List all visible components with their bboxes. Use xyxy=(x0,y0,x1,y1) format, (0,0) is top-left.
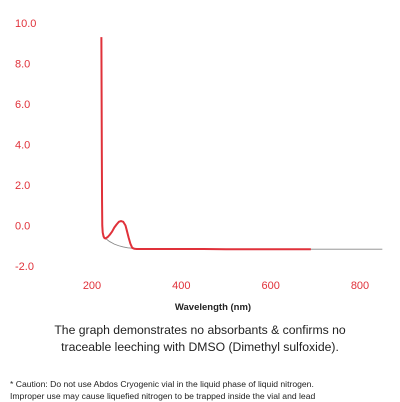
x-tick-label: 600 xyxy=(261,280,279,292)
x-tick-label: 200 xyxy=(83,280,101,292)
x-tick-label: 800 xyxy=(351,280,369,292)
caution-note: * Caution: Do not use Abdos Cryogenic vi… xyxy=(10,378,400,402)
chart-description: The graph demonstrates no absorbants & c… xyxy=(0,322,400,356)
y-tick-label: 6.0 xyxy=(15,99,30,111)
caution-line-2: Improper use may cause liquefied nitroge… xyxy=(10,391,316,401)
series-line-sample xyxy=(100,37,311,251)
plot-area xyxy=(100,37,383,251)
y-tick-label: 8.0 xyxy=(15,59,30,71)
y-tick-label: 10.0 xyxy=(15,18,36,30)
x-tick-label: 400 xyxy=(172,280,190,292)
description-line-1: The graph demonstrates no absorbants & c… xyxy=(54,323,346,337)
caution-line-1: * Caution: Do not use Abdos Cryogenic vi… xyxy=(10,379,314,389)
y-tick-label: 0.0 xyxy=(15,221,30,233)
y-tick-label: -2.0 xyxy=(15,261,34,273)
absorbance-chart: 10.0 8.0 6.0 4.0 2.0 0.0 -2.0 200 400 600 800 Wav… xyxy=(15,18,383,313)
series-line-baseline xyxy=(101,226,383,250)
y-axis: 10.0 8.0 6.0 4.0 2.0 0.0 -2.0 xyxy=(15,18,36,273)
description-line-2: traceable leeching with DMSO (Dimethyl s… xyxy=(61,340,339,354)
x-axis: 200 400 600 800 xyxy=(83,280,369,292)
y-tick-label: 4.0 xyxy=(15,140,30,152)
x-axis-label: Wavelength (nm) xyxy=(175,302,251,313)
y-tick-label: 2.0 xyxy=(15,180,30,192)
